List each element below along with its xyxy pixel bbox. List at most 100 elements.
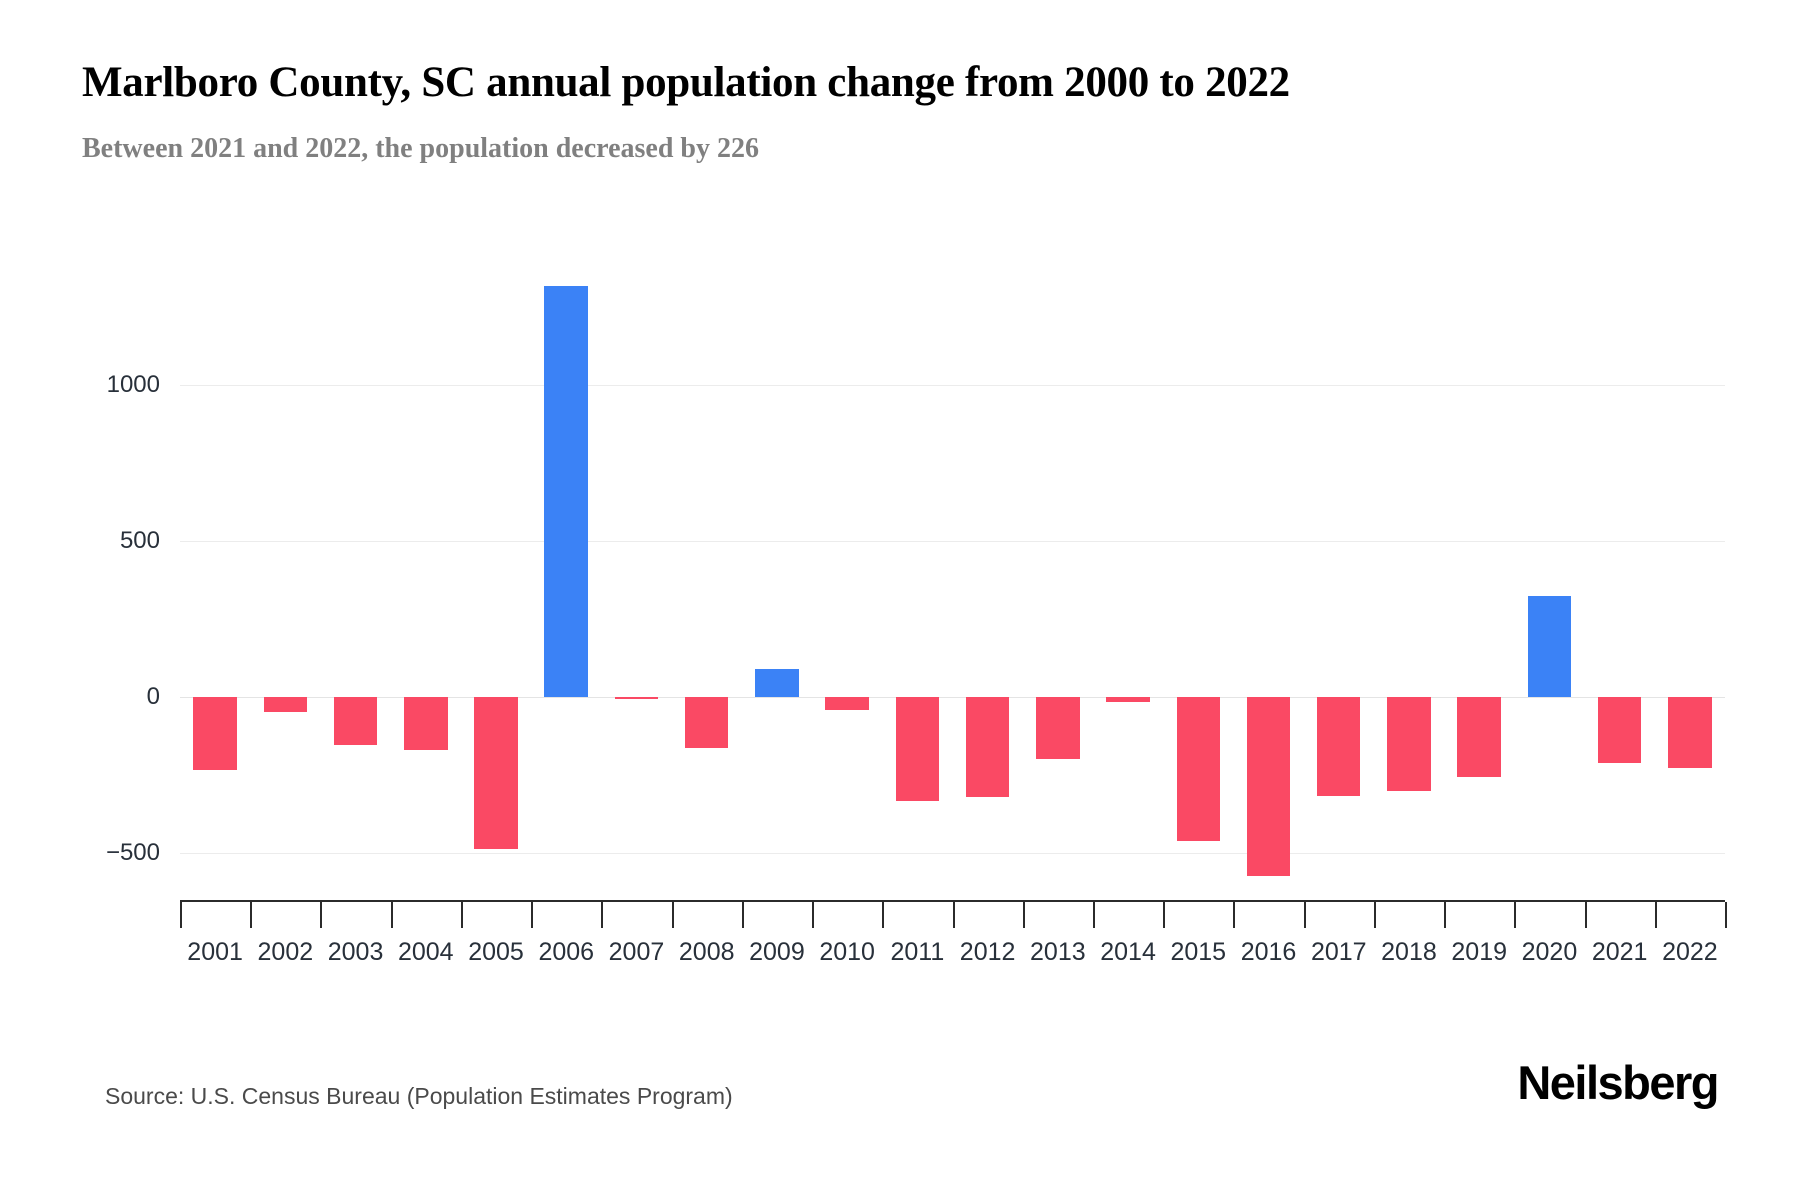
bar-2010[interactable] — [825, 697, 869, 710]
bar-slot — [250, 260, 320, 900]
x-tick-label-2012: 2012 — [959, 938, 1016, 966]
bar-slot — [320, 260, 390, 900]
bar-slot — [531, 260, 601, 900]
x-tick-edge — [1725, 902, 1727, 928]
y-tick-label: 1000 — [106, 370, 160, 398]
bar-2002[interactable] — [263, 697, 308, 712]
bar-2009[interactable] — [755, 668, 799, 698]
y-tick-label: 500 — [119, 526, 160, 554]
x-tick-label-2021: 2021 — [1591, 938, 1648, 966]
x-tick — [1092, 902, 1095, 928]
x-tick-label-2018: 2018 — [1381, 938, 1437, 966]
bar-slot — [742, 260, 812, 900]
bar-2012[interactable] — [965, 697, 1010, 797]
x-tick — [882, 902, 885, 928]
bar-2001[interactable] — [193, 697, 237, 770]
bar-2021[interactable] — [1597, 697, 1642, 763]
x-tick-label-2016: 2016 — [1240, 938, 1297, 966]
bar-2005[interactable] — [474, 697, 518, 850]
x-tick — [741, 902, 744, 928]
bar-series — [180, 260, 1725, 900]
x-tick-label-2008: 2008 — [678, 938, 735, 966]
x-tick-label-2022: 2022 — [1662, 938, 1718, 966]
bar-2013[interactable] — [1036, 697, 1080, 759]
x-tick-label-2009: 2009 — [749, 938, 805, 966]
x-axis-line — [180, 900, 1725, 902]
bar-2003[interactable] — [333, 697, 378, 745]
bar-slot — [1514, 260, 1584, 900]
bar-slot — [1585, 260, 1655, 900]
y-tick-label: −500 — [105, 839, 160, 867]
y-tick-label: 0 — [146, 683, 160, 711]
x-tick-label-2011: 2011 — [890, 938, 945, 966]
x-tick — [250, 902, 253, 928]
x-tick — [1654, 902, 1657, 928]
x-tick — [671, 902, 674, 928]
x-tick — [601, 902, 604, 928]
bar-slot — [601, 260, 671, 900]
bar-slot — [1233, 260, 1303, 900]
bar-slot — [1655, 260, 1725, 900]
page-subtitle: Between 2021 and 2022, the population de… — [82, 133, 759, 164]
x-tick-label-2010: 2010 — [819, 938, 875, 966]
x-tick — [812, 902, 815, 928]
x-tick — [320, 902, 323, 928]
x-tick — [952, 902, 955, 928]
bar-2020[interactable] — [1527, 595, 1572, 698]
x-tick — [531, 902, 534, 928]
page-title: Marlboro County, SC annual population ch… — [82, 59, 1290, 106]
x-tick-label-2006: 2006 — [538, 938, 595, 966]
x-tick — [1303, 902, 1306, 928]
brand-logo: Neilsberg — [1517, 1056, 1719, 1109]
x-tick — [1584, 902, 1587, 928]
bar-slot — [180, 260, 250, 900]
x-tick — [1022, 902, 1025, 928]
bar-slot — [1304, 260, 1374, 900]
x-tick-label-2017: 2017 — [1310, 938, 1367, 966]
bar-2022[interactable] — [1668, 697, 1712, 768]
bar-2015[interactable] — [1176, 697, 1221, 841]
bar-slot — [1163, 260, 1233, 900]
gridline-1000 — [180, 384, 1725, 386]
x-tick — [1514, 902, 1517, 928]
x-tick-label-2005: 2005 — [468, 938, 524, 966]
bar-2011[interactable] — [895, 697, 940, 802]
bar-2014[interactable] — [1106, 697, 1150, 702]
bar-2019[interactable] — [1457, 697, 1501, 778]
bar-slot — [882, 260, 952, 900]
x-tick — [1373, 902, 1376, 928]
bar-2006[interactable] — [544, 285, 588, 698]
x-tick-edge — [180, 902, 182, 928]
x-tick-label-2019: 2019 — [1451, 938, 1508, 966]
bar-2017[interactable] — [1316, 697, 1361, 797]
bar-slot — [812, 260, 882, 900]
bar-slot — [672, 260, 742, 900]
gridline--500 — [180, 853, 1725, 855]
bar-2008[interactable] — [684, 697, 729, 748]
x-tick-label-2020: 2020 — [1521, 938, 1578, 966]
x-tick — [390, 902, 393, 928]
bar-slot — [461, 260, 531, 900]
source-note: Source: U.S. Census Bureau (Population E… — [105, 1083, 733, 1109]
x-tick — [460, 902, 463, 928]
x-tick-label-2002: 2002 — [257, 938, 314, 966]
x-tick — [1163, 902, 1166, 928]
bar-slot — [1093, 260, 1163, 900]
bar-slot — [1374, 260, 1444, 900]
plot-area: 1000 500 0 −500 — [106, 260, 1725, 900]
bar-slot — [1444, 260, 1514, 900]
x-tick — [1444, 902, 1447, 928]
x-tick-label-2003: 2003 — [327, 938, 384, 966]
gridline-500 — [180, 540, 1725, 542]
bar-2016[interactable] — [1246, 697, 1291, 876]
gridline-0 — [180, 697, 1725, 699]
bar-slot — [391, 260, 461, 900]
bar-slot — [953, 260, 1023, 900]
x-tick-label-2014: 2014 — [1100, 938, 1156, 966]
bar-2004[interactable] — [404, 697, 448, 751]
bar-2007[interactable] — [614, 697, 659, 700]
x-tick-label-2001: 2001 — [187, 938, 243, 966]
bar-2018[interactable] — [1387, 697, 1431, 791]
x-tick-label-2015: 2015 — [1170, 938, 1227, 966]
